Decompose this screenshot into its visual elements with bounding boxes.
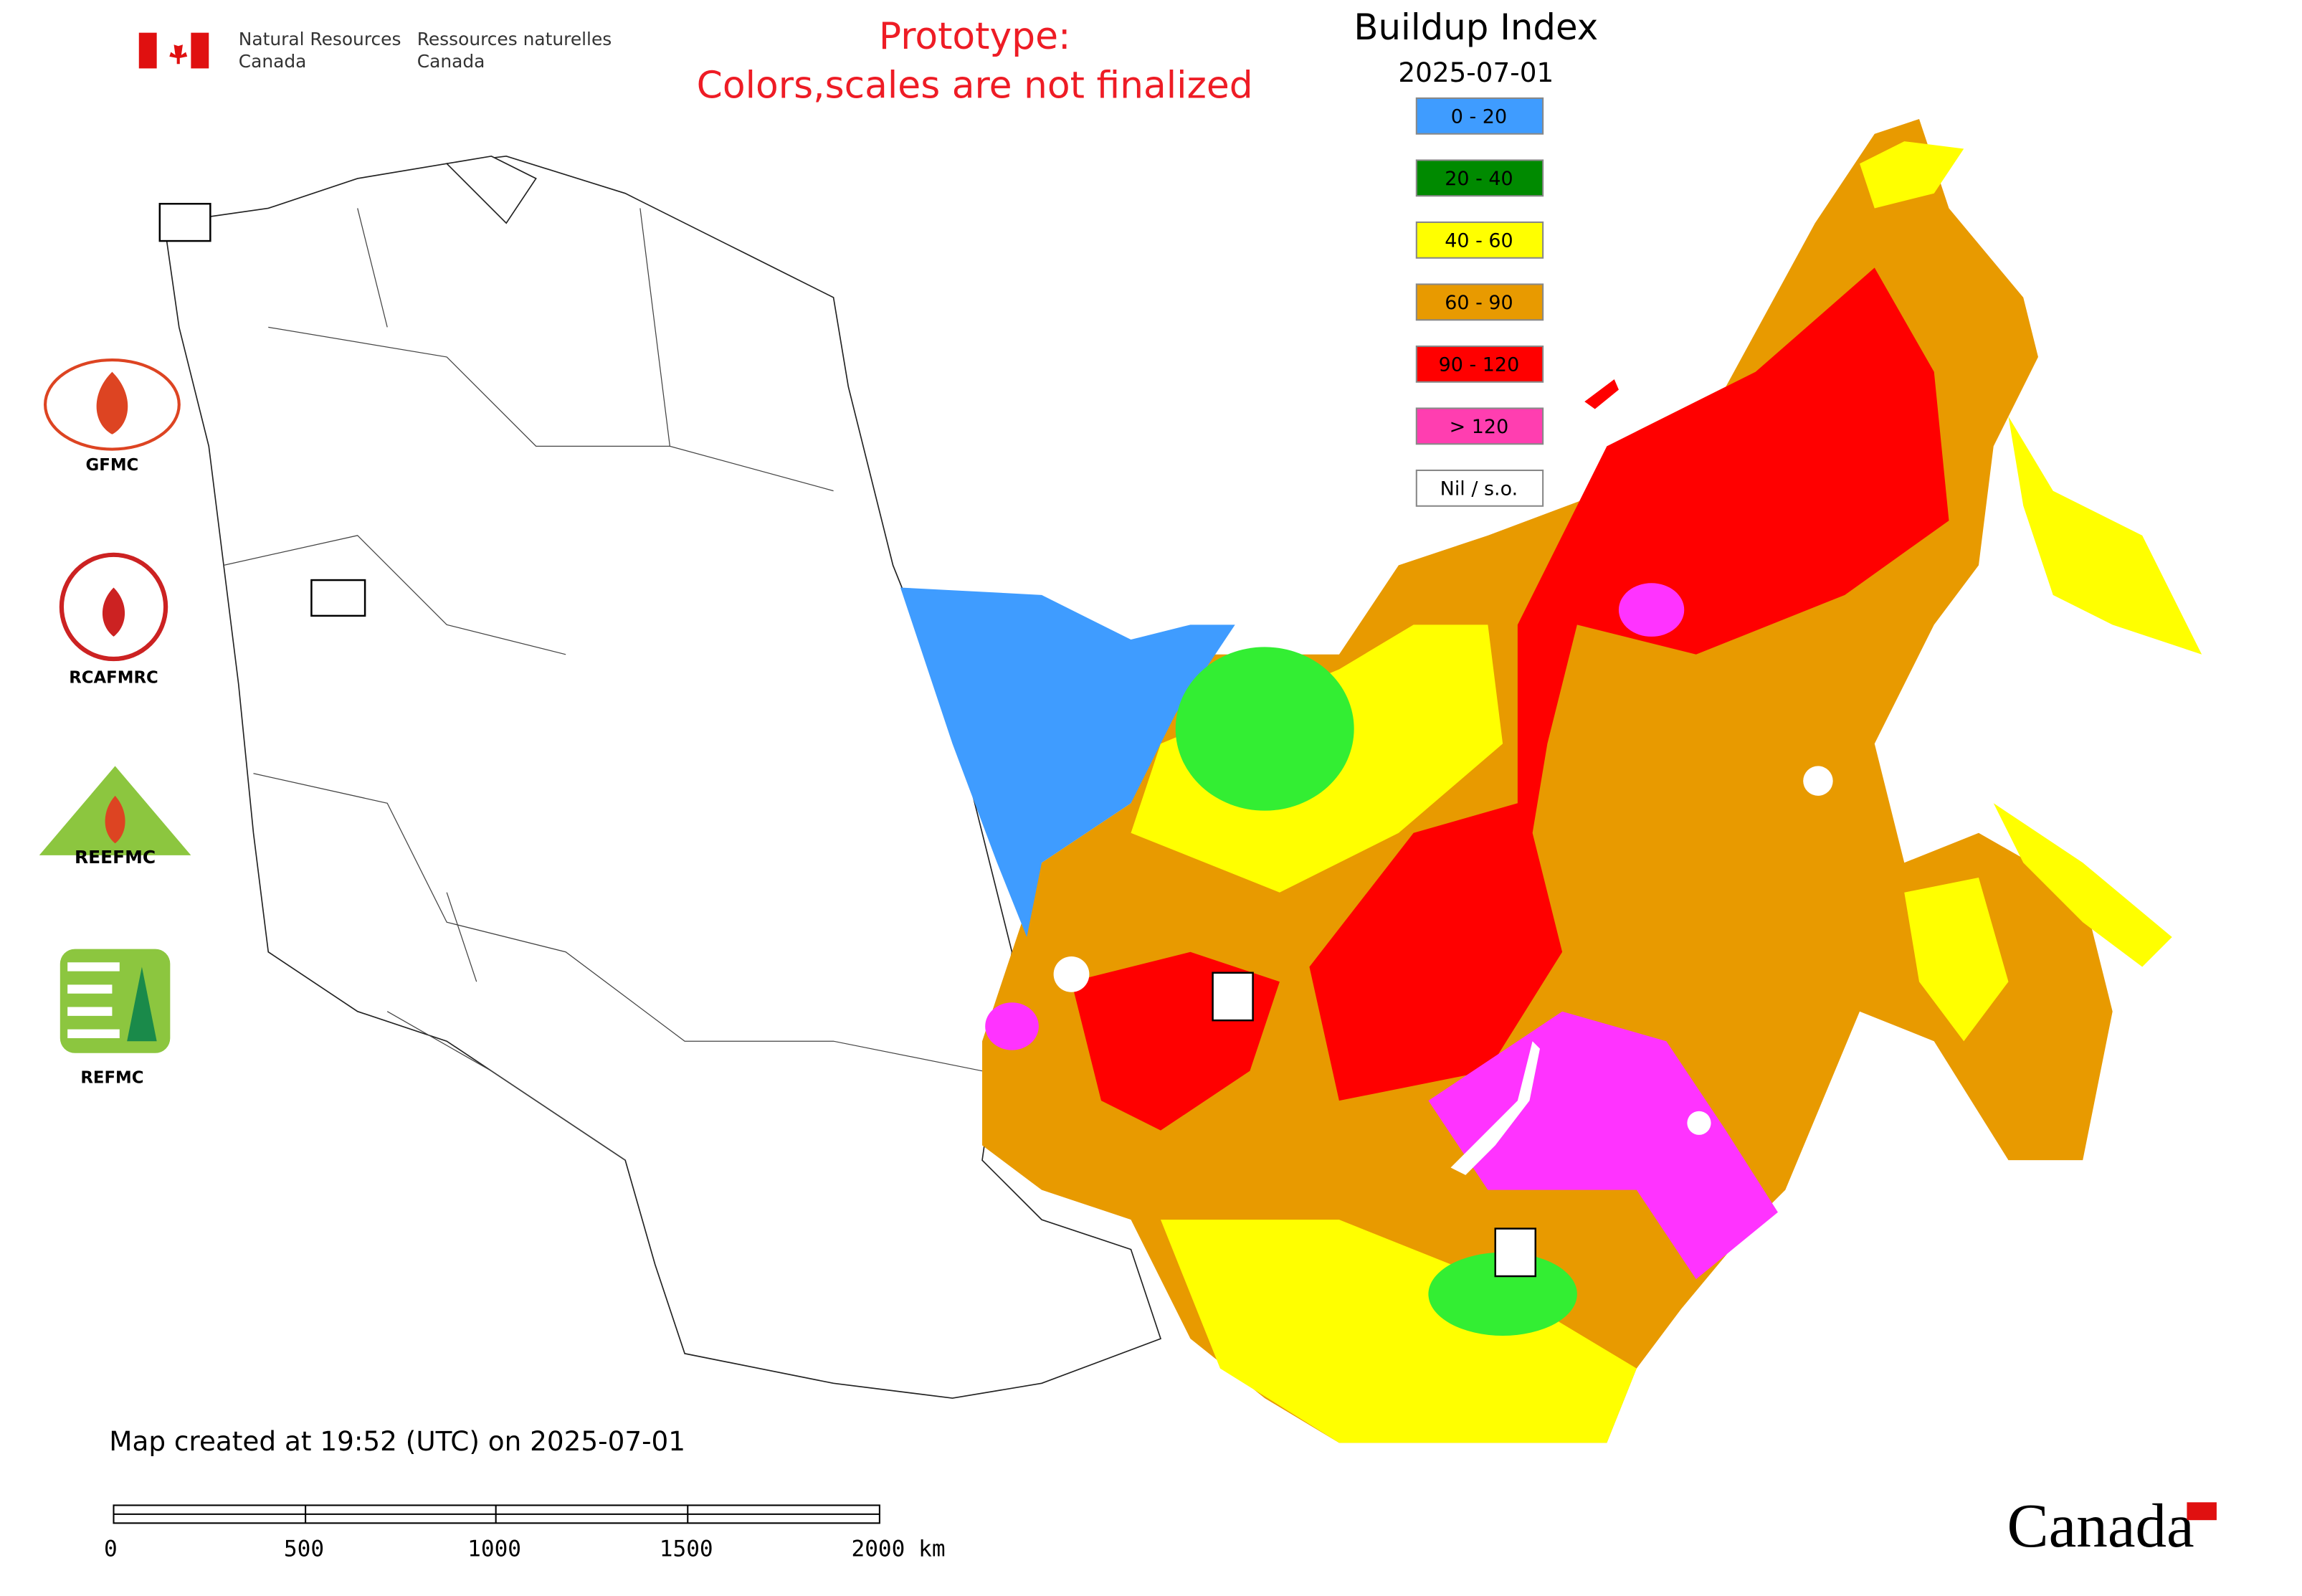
logo-refmc: [60, 949, 171, 1053]
notice: Prototype:: [879, 15, 1071, 58]
centre-marker: [1494, 1227, 1537, 1278]
zone-40-60: [1160, 1220, 1637, 1443]
country-border: [223, 208, 983, 1161]
scale-label: 2000 km: [851, 1536, 945, 1562]
legend: 0 - 20 20 - 40 40 - 60 60 - 90 90 - 120 > 120…: [1415, 97, 1544, 507]
zone-90-120: [1309, 267, 1949, 1101]
scale-label: 0: [104, 1536, 118, 1562]
logo-shape: [127, 966, 157, 1042]
logo-label: REFMC: [80, 1069, 143, 1088]
canada-flag: [138, 32, 209, 69]
zone-over-120: [1428, 1011, 1778, 1280]
flag-band: [138, 32, 157, 69]
agency-en: Natural Resources: [239, 29, 401, 49]
zone-40-60: [1993, 803, 2172, 967]
legend-title: Buildup Index: [1354, 6, 1598, 48]
legend-label: Nil / s.o.: [1440, 478, 1518, 500]
agency-fr: Ressources naturelles: [417, 29, 612, 49]
zone-40-60: [1904, 877, 2009, 1042]
legend-swatch: [1415, 407, 1544, 445]
scale-bar: [113, 1504, 880, 1524]
legend-label: 40 - 60: [1445, 229, 1513, 252]
zone-40-60: [2008, 416, 2202, 655]
logo-label: RCAFMRC: [69, 668, 158, 687]
canada-wordmark: Canada: [2007, 1491, 2194, 1560]
zone-20-40: [1428, 1252, 1577, 1336]
maple-leaf: [169, 38, 188, 65]
zone-20-40: [1175, 647, 1354, 811]
logo-shape: [102, 587, 125, 637]
logo-text: REEFMC: [75, 847, 156, 868]
legend-swatch: [1415, 345, 1544, 383]
nil-spot: [1687, 1111, 1711, 1135]
logo-reefmc: REEFMC: [39, 766, 191, 868]
scale-label: 1000: [467, 1536, 521, 1562]
agency-en: Canada: [239, 51, 307, 72]
logo-shape: [67, 962, 120, 1039]
legend-date: 2025-07-01: [1398, 57, 1554, 88]
centre-marker: [158, 202, 211, 242]
zone-90-120: [1584, 379, 1619, 409]
logo-shape: [105, 795, 125, 844]
lake-baikal: [1450, 1041, 1540, 1175]
agency-fr: Canada: [417, 51, 485, 72]
bui-surface: [900, 118, 2202, 1443]
legend-label: 0 - 20: [1451, 105, 1507, 128]
nil-spot: [1803, 766, 1833, 796]
centre-marker: [1212, 972, 1254, 1022]
zone-40-60: [1860, 141, 1964, 209]
wordmark-flag: [2187, 1502, 2217, 1521]
logo-label: GFMC: [86, 456, 139, 475]
logo-rcafmrc: [59, 552, 168, 662]
legend-swatch: [1415, 283, 1544, 321]
logo-gfmc: [43, 358, 181, 451]
nil-spot: [1053, 956, 1090, 992]
legend-label: 60 - 90: [1445, 292, 1513, 314]
region-outline: [163, 155, 1162, 1399]
scale-label: 500: [284, 1536, 324, 1562]
scale-label: 1500: [660, 1536, 713, 1562]
flag-band: [191, 32, 209, 69]
notice: Colors,scales are not finalized: [697, 64, 1253, 107]
legend-label: > 120: [1450, 416, 1509, 438]
legend-swatch: [1415, 97, 1544, 135]
logo-shape: [96, 371, 128, 434]
legend-swatch: [1415, 221, 1544, 259]
centre-marker: [310, 579, 366, 617]
zone-over-120: [1618, 583, 1685, 637]
legend-swatch: [1415, 159, 1544, 197]
zone-over-120: [985, 1002, 1039, 1050]
zone-0-20: [900, 587, 1235, 937]
timestamp: Map created at 19:52 (UTC) on 2025-07-01: [109, 1425, 685, 1457]
legend-label: 20 - 40: [1445, 168, 1513, 190]
country-outlines: [163, 155, 1162, 1399]
region-outline: [445, 155, 537, 224]
legend-label: 90 - 120: [1439, 353, 1520, 376]
legend-swatch: [1415, 469, 1544, 507]
